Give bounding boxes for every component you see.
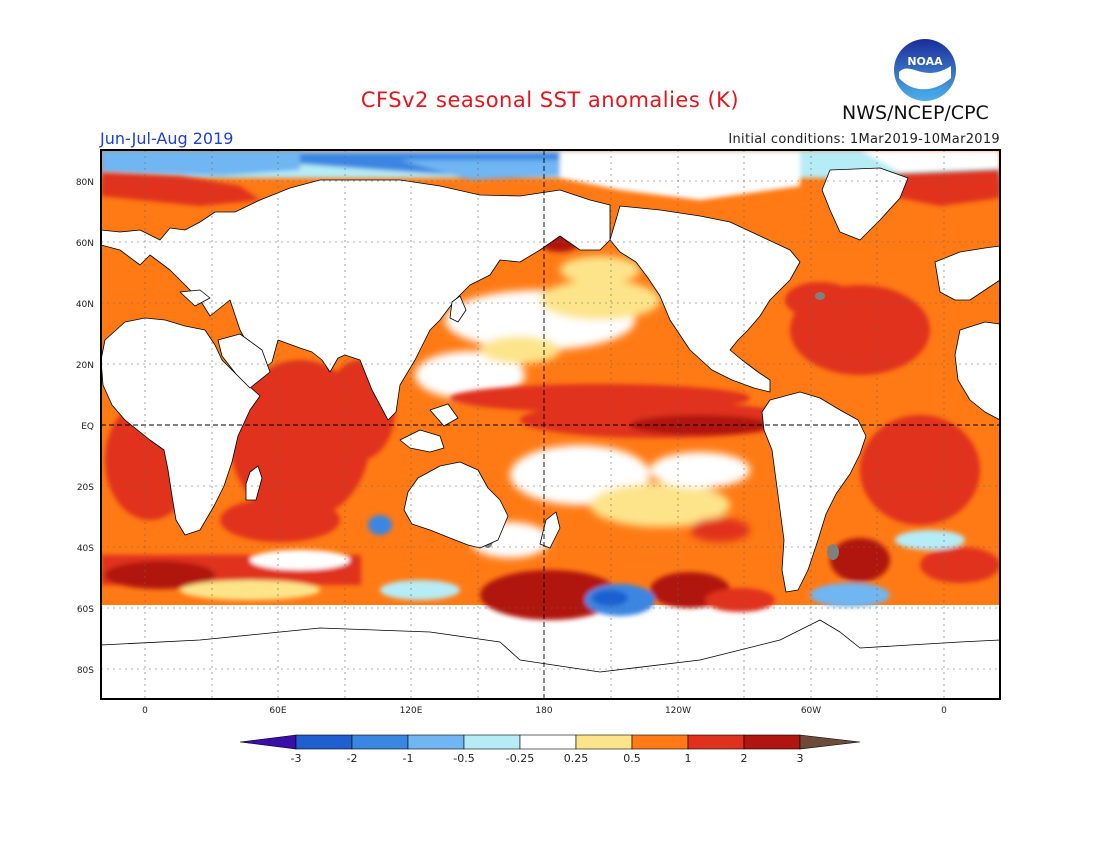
colorbar-label: 1 (685, 752, 692, 765)
longitude-labels: 0 60E 120E 180 120W 60W 0 (142, 706, 947, 716)
graticule (101, 150, 1000, 699)
colorbar-label: 0.5 (623, 752, 641, 765)
lon-label: 60E (269, 706, 286, 716)
colorbar-label: 0.25 (564, 752, 589, 765)
lon-label: 180 (535, 706, 552, 716)
lon-label: 120W (665, 706, 691, 716)
lat-label: EQ (81, 422, 94, 432)
lat-label: 80N (76, 178, 94, 188)
map-title: CFSv2 seasonal SST anomalies (K) (360, 88, 740, 112)
lat-label: 40S (77, 544, 94, 554)
colorbar: -3 -2 -1 -0.5 -0.25 0.25 0.5 1 2 3 (239, 734, 861, 765)
colorbar-bin (743, 734, 801, 750)
colorbar-high-arrow (799, 734, 861, 750)
colorbar-label: -2 (347, 752, 358, 765)
lat-label: 60S (77, 605, 94, 615)
lon-label: 0 (142, 706, 148, 716)
colorbar-bin (631, 734, 689, 750)
colorbar-bin (463, 734, 521, 750)
initial-conditions-label: Initial conditions: 1Mar2019-10Mar2019 (728, 132, 1000, 147)
noaa-logo-text: NOAA (907, 55, 943, 68)
map-frame (100, 149, 1001, 700)
lon-label: 120E (400, 706, 423, 716)
colorbar-label: 3 (797, 752, 804, 765)
colorbar-label: -0.25 (506, 752, 534, 765)
lat-label: 20S (77, 483, 94, 493)
colorbar-label: 2 (741, 752, 748, 765)
lat-label: 20N (76, 361, 94, 371)
colorbar-label: -1 (403, 752, 414, 765)
colorbar-low-arrow (239, 734, 297, 750)
agency-label: NWS/NCEP/CPC (842, 102, 989, 124)
lat-label: 60N (76, 239, 94, 249)
colorbar-bin (575, 734, 633, 750)
lat-label: 80S (77, 666, 94, 676)
anomaly-field (101, 150, 1000, 699)
colorbar-bin (407, 734, 465, 750)
latitude-labels: 80N 60N 40N 20N EQ 20S 40S 60S 80S (76, 178, 94, 676)
colorbar-label: -0.5 (453, 752, 474, 765)
lat-label: 40N (76, 300, 94, 310)
colorbar-bin (351, 734, 409, 750)
season-label: Jun-Jul-Aug 2019 (100, 129, 234, 148)
colorbar-bin (519, 734, 577, 750)
colorbar-bin (295, 734, 353, 750)
colorbar-bin (687, 734, 745, 750)
noaa-logo: NOAA (894, 39, 956, 101)
land-masses (101, 167, 1000, 699)
colorbar-label: -3 (291, 752, 302, 765)
lon-label: 60W (801, 706, 821, 716)
lon-label: 0 (941, 706, 947, 716)
